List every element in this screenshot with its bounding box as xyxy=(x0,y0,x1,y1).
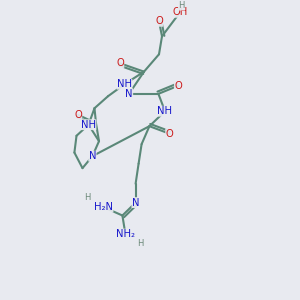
Text: N: N xyxy=(125,89,133,99)
Text: H: H xyxy=(137,239,144,248)
Text: O: O xyxy=(155,16,163,26)
Text: NH: NH xyxy=(117,79,132,89)
Text: O: O xyxy=(74,110,82,120)
Text: H₂N: H₂N xyxy=(94,202,113,212)
Text: H: H xyxy=(178,1,185,10)
Text: N: N xyxy=(89,151,96,161)
Text: H: H xyxy=(84,193,90,202)
Text: N: N xyxy=(132,198,139,208)
Text: NH: NH xyxy=(158,106,172,116)
Text: O: O xyxy=(174,81,182,91)
Text: OH: OH xyxy=(172,7,188,17)
Text: O: O xyxy=(166,129,173,139)
Text: NH: NH xyxy=(81,120,96,130)
Text: NH₂: NH₂ xyxy=(116,229,135,239)
Text: O: O xyxy=(116,58,124,68)
